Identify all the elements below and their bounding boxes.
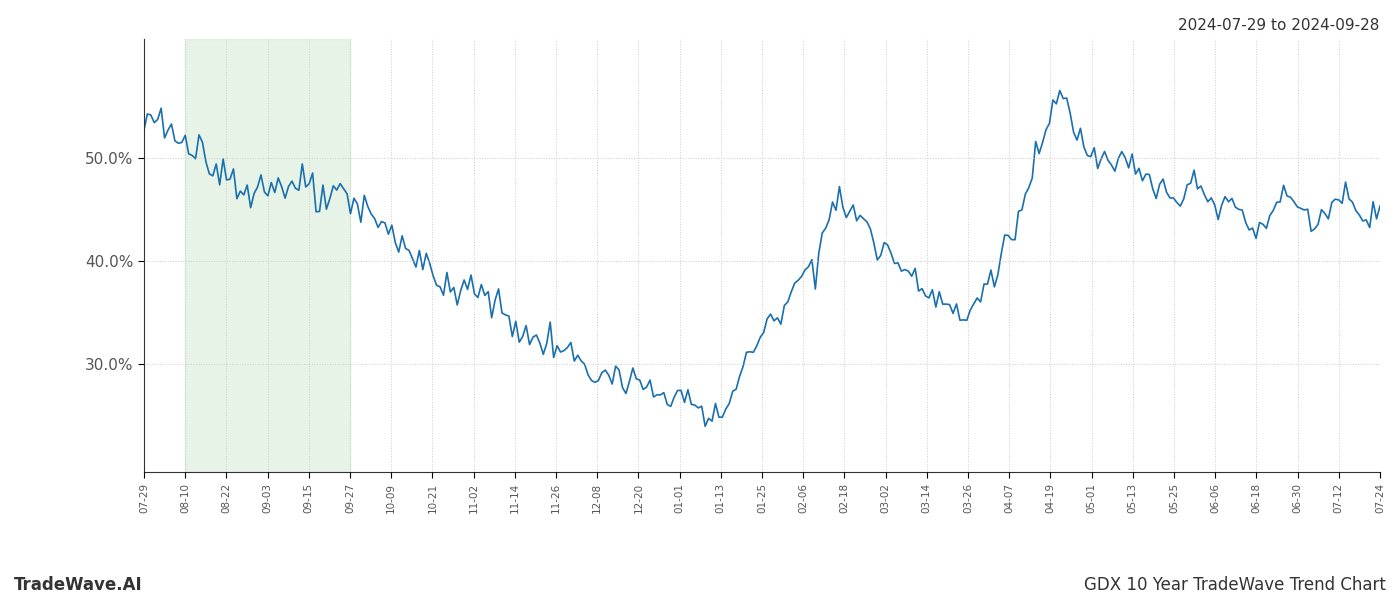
Text: 2024-07-29 to 2024-09-28: 2024-07-29 to 2024-09-28 — [1177, 18, 1379, 33]
Text: GDX 10 Year TradeWave Trend Chart: GDX 10 Year TradeWave Trend Chart — [1084, 576, 1386, 594]
Text: TradeWave.AI: TradeWave.AI — [14, 576, 143, 594]
Bar — [185, 39, 350, 472]
